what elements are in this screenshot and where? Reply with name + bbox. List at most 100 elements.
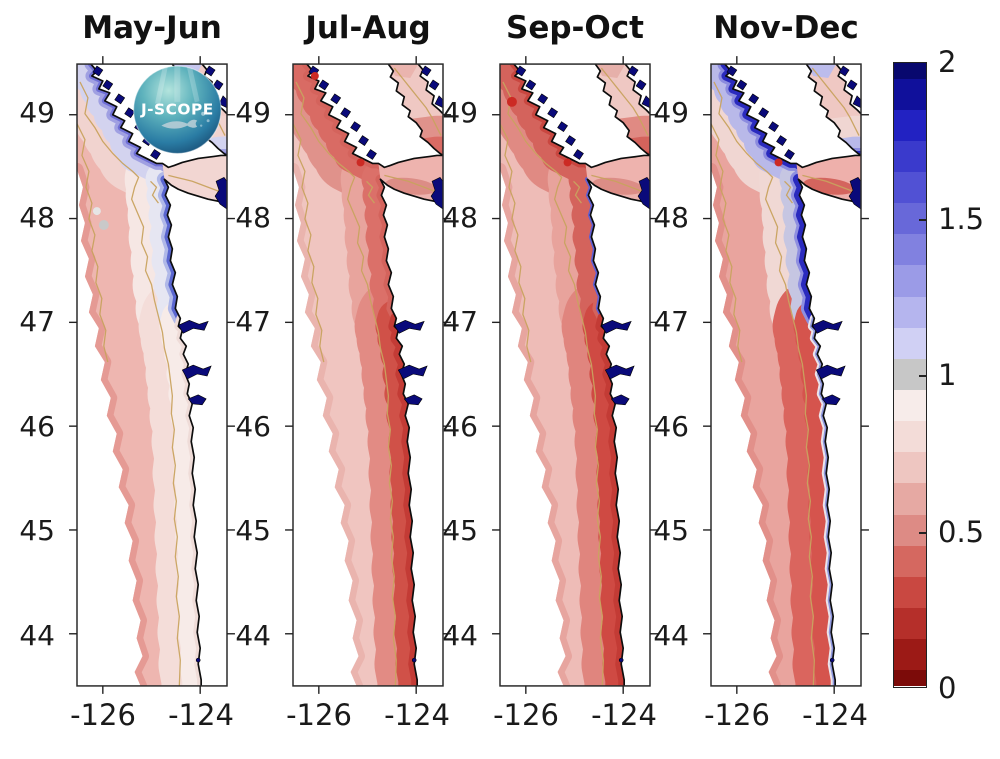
jscope-logo-text: J-SCOPE: [140, 101, 214, 119]
colorbar-segment: [894, 452, 926, 484]
y-tick-label: 45: [235, 514, 271, 547]
colorbar-segment: [894, 234, 926, 266]
panel-frame: [76, 63, 228, 687]
map-canvas: [492, 56, 658, 694]
colorbar-segment: [894, 639, 926, 671]
colorbar-segment: [894, 389, 926, 422]
y-tick-label: 46: [235, 409, 271, 443]
land-vancouver-island: [513, 64, 650, 168]
colorbar-segment: [894, 265, 926, 297]
strait-of-georgia: [806, 64, 837, 78]
x-tick-label: -124: [384, 698, 450, 732]
isobath-contours: [292, 67, 442, 686]
y-tick-label: 49: [653, 96, 689, 129]
land-washington-oregon: [798, 179, 861, 686]
jscope-logo-circle: [133, 66, 222, 154]
y-tick-label: 46: [19, 409, 55, 443]
colorbar-tick-label: 2: [938, 45, 957, 79]
axis-ticks: [703, 56, 869, 694]
x-tick-label: -126: [70, 698, 136, 732]
y-tick-label: 49: [235, 96, 271, 129]
y-tick-label: 49: [442, 96, 478, 129]
y-tick-label: 48: [442, 200, 478, 234]
y-tick-label: 45: [19, 514, 55, 547]
y-tick-label: 47: [235, 305, 271, 338]
panel-title: Nov-Dec: [713, 10, 859, 46]
y-tick-label: 48: [653, 200, 689, 234]
map-panel-nov-dec: [703, 56, 869, 694]
y-tick-label: 46: [653, 409, 689, 443]
map-canvas: [285, 56, 451, 694]
panel-frame: [292, 63, 444, 687]
colorbar-segment: [894, 171, 926, 204]
colorbar-segment: [894, 78, 926, 110]
land-washington-oregon: [587, 179, 650, 686]
isobath-contours: [710, 67, 860, 686]
isobath-contours: [76, 67, 226, 686]
y-tick-label: 48: [235, 200, 271, 234]
colorbar-segment: [894, 670, 926, 686]
axis-ticks: [285, 56, 451, 694]
colorbar-segment: [894, 63, 926, 79]
y-tick-label: 49: [19, 96, 55, 129]
colorbar-segment: [894, 421, 926, 453]
coastline: [724, 63, 862, 686]
colorbar-tick-label: 0: [938, 671, 957, 705]
estuaries-and-inlets: [515, 65, 651, 663]
colorbar-tick: [919, 218, 926, 221]
panel-title: Jul-Aug: [305, 10, 431, 46]
land-washington-oregon: [164, 179, 227, 686]
jscope-logo: J-SCOPE: [133, 65, 222, 155]
y-tick-label: 47: [653, 305, 689, 338]
x-tick-label: -124: [802, 698, 868, 732]
y-tick-label: 44: [235, 618, 271, 652]
land-vancouver-island: [306, 64, 443, 168]
y-tick-label: 47: [19, 305, 55, 338]
y-tick-label: 48: [19, 200, 55, 234]
y-tick-label: 46: [442, 409, 478, 443]
strait-of-georgia: [388, 64, 419, 78]
colorbar-segment: [894, 607, 926, 640]
colorbar-segment: [894, 545, 926, 577]
fish-icon: [161, 119, 198, 129]
y-tick-label: 44: [442, 618, 478, 652]
colorbar-segment: [894, 327, 926, 359]
colorbar-tick-label: 1: [938, 358, 957, 392]
map-panel-sep-oct: [492, 56, 658, 694]
panel-title: May-Jun: [82, 10, 222, 46]
y-tick-label: 45: [442, 514, 478, 547]
colorbar-segment: [894, 576, 926, 608]
map-panel-jul-aug: [285, 56, 451, 694]
x-tick-label: -124: [168, 698, 234, 732]
land-washington-oregon: [380, 179, 443, 686]
panel-frame: [710, 63, 862, 687]
x-tick-label: -126: [704, 698, 770, 732]
colorbar-segment: [894, 296, 926, 328]
panel-frame: [499, 63, 651, 687]
x-tick-label: -124: [591, 698, 657, 732]
isobath-contours: [499, 67, 649, 686]
x-tick-label: -126: [286, 698, 352, 732]
colorbar-segment: [894, 140, 926, 172]
colorbar-tick: [919, 531, 926, 534]
strait-of-juan-de-fuca: [162, 155, 227, 204]
colorbar-segment: [894, 514, 926, 546]
map-canvas: [703, 56, 869, 694]
colorbar-tick-label: 0.5: [938, 514, 985, 549]
axis-ticks: [69, 56, 235, 694]
coastline: [513, 63, 651, 686]
estuaries-and-inlets: [726, 65, 862, 663]
map-panel-may-jun: J-SCOPE: [69, 56, 235, 694]
colorbar-tick: [919, 375, 926, 377]
colorbar-tick-label: 1.5: [938, 201, 985, 236]
y-tick-label: 44: [653, 618, 689, 652]
colorbar-segment: [894, 483, 926, 515]
y-tick-label: 47: [442, 305, 478, 338]
strait-of-georgia: [595, 64, 626, 78]
map-canvas: J-SCOPE: [69, 56, 235, 694]
colorbar: [893, 62, 927, 688]
axis-ticks: [492, 56, 658, 694]
land-vancouver-island: [724, 64, 861, 168]
coastline: [306, 63, 444, 686]
